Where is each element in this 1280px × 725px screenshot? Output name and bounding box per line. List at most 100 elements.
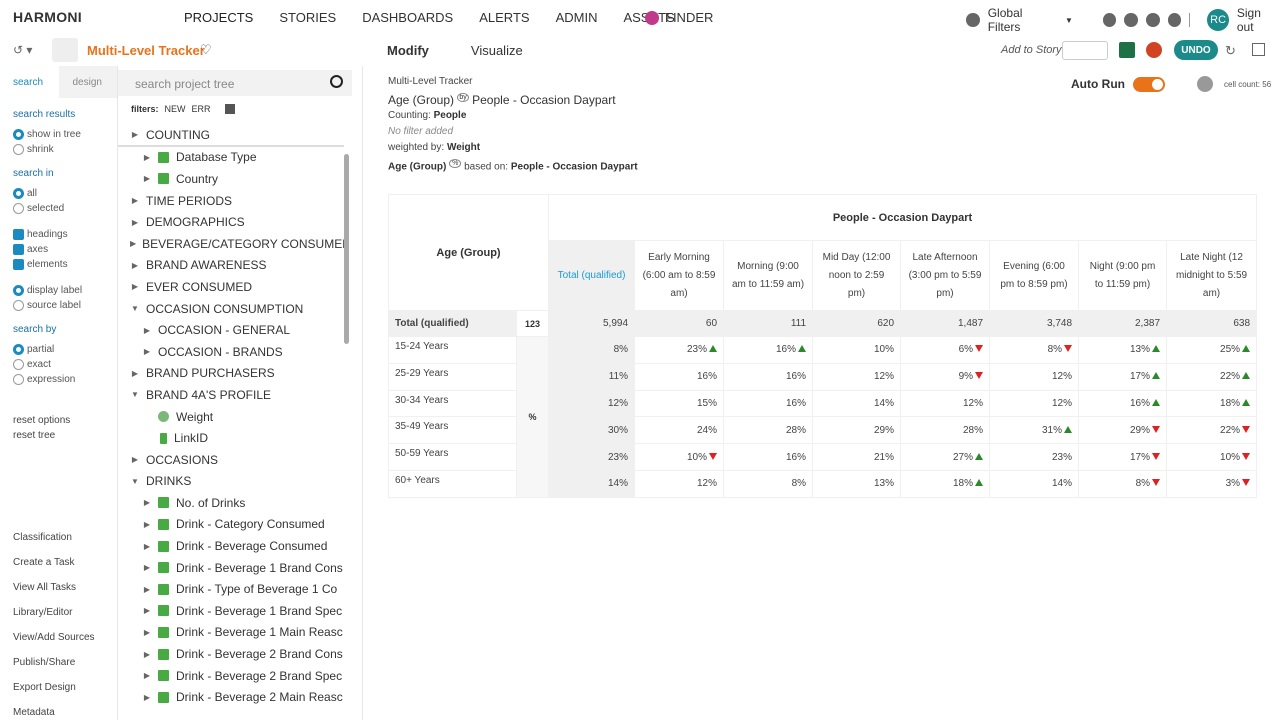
tree-caret[interactable]: ▶ [130, 239, 137, 249]
reset-action[interactable]: reset options [13, 415, 71, 426]
tree-item[interactable]: ▶ No. of Drinks [118, 492, 344, 514]
tree-caret[interactable]: ▶ [143, 347, 151, 357]
tree-caret[interactable]: ▶ [131, 282, 139, 292]
auto-run-toggle[interactable] [1132, 76, 1165, 92]
tree-item[interactable]: ▶ Database Type [118, 147, 344, 169]
sidebar-tab[interactable]: design [58, 66, 117, 98]
sidebar-tab[interactable]: search [13, 76, 44, 88]
tree-item[interactable]: ▶ Drink - Category Consumed [118, 514, 344, 536]
tree-item[interactable]: ▶ Drink - Beverage 2 Main Reasc [118, 686, 344, 708]
tree-caret[interactable]: ▼ [131, 390, 139, 400]
help-icon[interactable] [1196, 76, 1213, 92]
option[interactable]: axes [13, 242, 104, 257]
tree-item[interactable]: ▶ COUNTING [118, 125, 344, 147]
nav-item[interactable]: STORIES [279, 10, 337, 25]
nav-item[interactable]: PROJECTS [184, 10, 254, 25]
tree-caret[interactable]: ▶ [143, 692, 151, 702]
nav-item[interactable]: DASHBOARDS [362, 10, 454, 25]
tree-caret[interactable]: ▶ [143, 498, 151, 508]
story-add[interactable] [1062, 41, 1108, 60]
tree-item[interactable]: ▼ BRAND 4A'S PROFILE [118, 384, 344, 406]
tree-item[interactable]: ▶ Drink - Beverage 1 Brand Cons [118, 557, 344, 579]
tree-item[interactable]: ▶ EVER CONSUMED [118, 276, 344, 298]
option[interactable]: show in tree [13, 127, 104, 142]
tree-caret[interactable]: ▶ [143, 563, 151, 573]
tree-caret[interactable]: ▶ [131, 217, 139, 227]
checkbox[interactable] [13, 229, 24, 240]
filter-chip[interactable]: NEW [164, 104, 186, 114]
option[interactable]: selected [13, 201, 104, 216]
tree-item[interactable]: ▶ BRAND AWARENESS [118, 255, 344, 277]
tree-caret[interactable]: ▼ [131, 476, 139, 486]
checkbox[interactable] [13, 244, 24, 255]
option[interactable]: exact [13, 357, 104, 372]
tree-item[interactable]: ▶ Drink - Type of Beverage 1 Co [118, 578, 344, 600]
brand[interactable]: HARMONI [13, 9, 82, 25]
option[interactable]: headings [13, 227, 104, 242]
tree-item[interactable]: ▶ BRAND PURCHASERS [118, 363, 344, 385]
history-icon[interactable]: ↺ ▾ [13, 43, 33, 57]
filter-chip[interactable]: ERR [191, 104, 211, 114]
sidebar-link[interactable]: View/Add Sources [13, 632, 95, 643]
radio[interactable] [13, 300, 24, 311]
sidebar-link[interactable]: View All Tasks [13, 582, 76, 593]
nav-item[interactable]: ALERTS [479, 10, 530, 25]
tree-item[interactable]: ▶ Drink - Beverage 2 Brand Spec [118, 665, 344, 687]
tree-item[interactable]: ▶ BEVERAGE/CATEGORY CONSUMER [118, 233, 344, 255]
option[interactable]: partial [13, 342, 104, 357]
expand-icon[interactable] [1252, 43, 1265, 56]
nav-item[interactable]: ADMIN [555, 10, 598, 25]
sign-out[interactable]: Sign out [1236, 6, 1261, 34]
tree-item[interactable]: ▶ OCCASION - GENERAL [118, 319, 344, 341]
finder[interactable]: FINDER [645, 10, 713, 25]
contrast-icon[interactable] [1146, 13, 1160, 27]
undo-button[interactable]: UNDO [1174, 40, 1218, 60]
refresh-icon[interactable]: ↻ [1225, 43, 1236, 58]
option[interactable]: expression [13, 372, 104, 387]
tree-caret[interactable]: ▶ [131, 260, 139, 270]
main-tab[interactable]: Visualize [470, 43, 523, 58]
project-title[interactable]: Multi-Level Tracker [87, 43, 205, 58]
tree-item[interactable]: ▶ Country [118, 168, 344, 190]
sidebar-link[interactable]: Export Design [13, 682, 76, 693]
sidebar-link[interactable]: Create a Task [13, 557, 75, 568]
tree-item[interactable]: ▶ TIME PERIODS [118, 190, 344, 212]
option[interactable]: all [13, 186, 104, 201]
tree-caret[interactable]: ▶ [143, 627, 151, 637]
user-avatar[interactable]: RC [1207, 9, 1229, 31]
checkbox[interactable] [13, 259, 24, 270]
tree-item[interactable]: ▶ Drink - Beverage Consumed [118, 535, 344, 557]
tree-search[interactable]: search project tree [118, 70, 352, 96]
sidebar-link[interactable]: Library/Editor [13, 607, 73, 618]
edit-button[interactable] [52, 38, 78, 62]
option[interactable]: elements [13, 257, 104, 272]
sidebar-link[interactable]: Metadata [13, 707, 55, 718]
tree-item[interactable]: ▶ OCCASIONS [118, 449, 344, 471]
radio[interactable] [13, 374, 24, 385]
tree-item[interactable]: ▶ Drink - Beverage 1 Brand Spec [118, 600, 344, 622]
radio[interactable] [13, 203, 24, 214]
tree-caret[interactable]: ▶ [143, 519, 151, 529]
tree-caret[interactable]: ▶ [131, 130, 139, 140]
tree-caret[interactable]: ▶ [131, 196, 139, 206]
sidebar-link[interactable]: Publish/Share [13, 657, 76, 668]
option[interactable]: shrink [13, 142, 104, 157]
tree-caret[interactable]: ▶ [143, 174, 151, 184]
tree-caret[interactable]: ▶ [143, 649, 151, 659]
tree-caret[interactable]: ▼ [131, 304, 139, 314]
auto-run[interactable]: Auto Run [1071, 76, 1213, 92]
finder-label[interactable]: FINDER [665, 10, 714, 25]
eye-icon[interactable] [1102, 13, 1117, 27]
radio[interactable] [13, 129, 24, 140]
tree-item[interactable]: ▶ Drink - Beverage 1 Main Reasc [118, 622, 344, 644]
tree-item[interactable]: ▼ DRINKS [118, 471, 344, 493]
radio[interactable] [13, 188, 24, 199]
option[interactable]: source label [13, 298, 104, 313]
tree-caret[interactable]: ▶ [143, 606, 151, 616]
reset-action[interactable]: reset tree [13, 430, 56, 441]
tree-item[interactable]: LinkID [118, 427, 344, 449]
sidebar-link[interactable]: Classification [13, 532, 72, 543]
tree-caret[interactable]: ▶ [131, 368, 139, 378]
tree-caret[interactable]: ▶ [143, 584, 151, 594]
global-filters[interactable]: Global Filters [987, 6, 1023, 34]
